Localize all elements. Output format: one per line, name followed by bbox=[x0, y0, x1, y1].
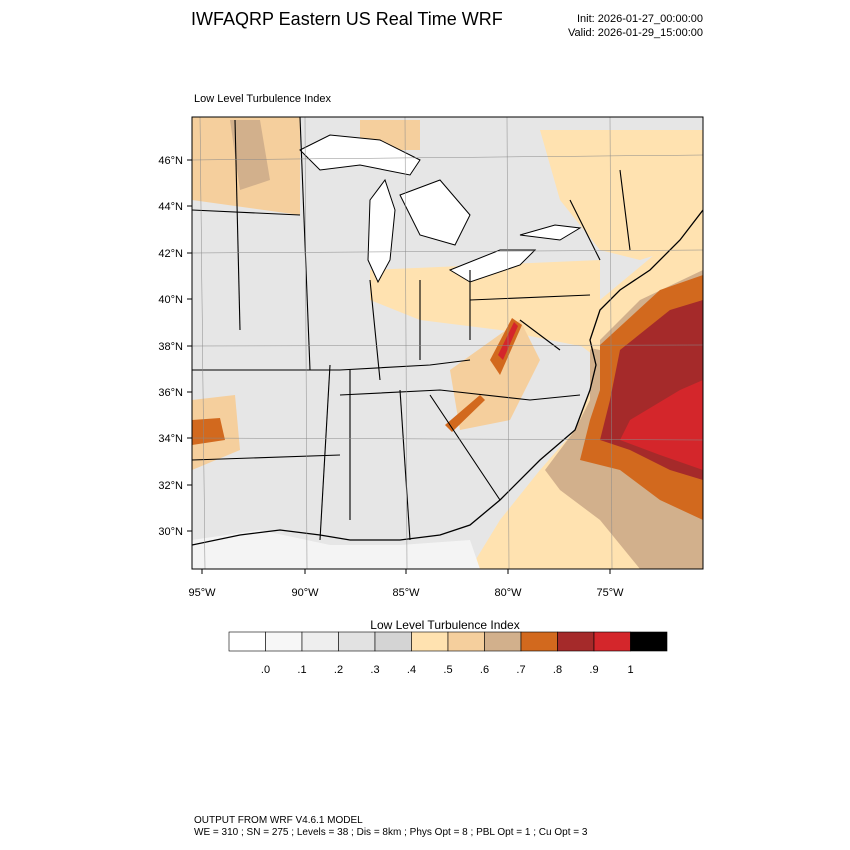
colorbar: .0 .1 .2 .3 .4 .5 .6 .7 .8 .9 1 bbox=[228, 631, 668, 676]
ocean-red-field bbox=[620, 380, 703, 470]
colorbar-swatch bbox=[484, 631, 522, 652]
ridge-south-orange bbox=[445, 395, 485, 432]
map-plot bbox=[192, 117, 703, 569]
colorbar-swatch bbox=[228, 631, 266, 652]
lat-label: 44°N bbox=[158, 201, 183, 213]
colorbar-swatch bbox=[593, 631, 631, 652]
lon-label: 90°W bbox=[291, 587, 319, 599]
map-frame bbox=[191, 116, 704, 570]
colorbar-swatch bbox=[557, 631, 595, 652]
colorbar-label: 1 bbox=[627, 664, 633, 676]
lat-label: 30°N bbox=[158, 526, 183, 538]
lake-huron bbox=[399, 179, 471, 246]
colorbar-label: .4 bbox=[407, 664, 416, 676]
patch-minnesota bbox=[230, 120, 270, 190]
patch-northeast bbox=[540, 130, 703, 260]
colorbar-swatch bbox=[520, 631, 558, 652]
lake-ontario bbox=[519, 224, 582, 241]
colorbar-swatch bbox=[630, 631, 668, 652]
patch-ohio-valley bbox=[370, 260, 600, 350]
colorbar-swatch bbox=[301, 631, 339, 652]
valid-time: Valid: 2026-01-29_15:00:00 bbox=[568, 27, 703, 39]
latitude-axis: 46°N 44°N 42°N 40°N 38°N 36°N 34°N 32°N 30°N bbox=[158, 155, 192, 538]
colorbar-label: .7 bbox=[516, 664, 525, 676]
colorbar-swatch bbox=[338, 631, 376, 652]
lat-label: 38°N bbox=[158, 341, 183, 353]
lat-label: 40°N bbox=[158, 294, 183, 306]
colorbar-label: .3 bbox=[370, 664, 379, 676]
lat-label: 42°N bbox=[158, 248, 183, 260]
lat-label: 46°N bbox=[158, 155, 183, 167]
colorbar-label: .8 bbox=[553, 664, 562, 676]
colorbar-label: .6 bbox=[480, 664, 489, 676]
lat-label: 36°N bbox=[158, 387, 183, 399]
lon-label: 75°W bbox=[596, 587, 624, 599]
graticule bbox=[192, 117, 703, 569]
colorbar-swatch bbox=[265, 631, 303, 652]
lake-superior bbox=[299, 134, 421, 176]
main-title: IWFAQRP Eastern US Real Time WRF bbox=[191, 9, 503, 29]
colorbar-label: .2 bbox=[334, 664, 343, 676]
state-borders bbox=[192, 117, 631, 541]
lake-erie bbox=[448, 249, 537, 283]
lon-label: 85°W bbox=[392, 587, 420, 599]
model-footer-line2: WE = 310 ; SN = 275 ; Levels = 38 ; Dis … bbox=[194, 827, 588, 838]
colorbar-swatch bbox=[374, 631, 412, 652]
lake-michigan bbox=[367, 178, 396, 284]
lon-label: 80°W bbox=[494, 587, 522, 599]
lon-label: 95°W bbox=[188, 587, 216, 599]
colorbar-label: .5 bbox=[443, 664, 452, 676]
lat-label: 32°N bbox=[158, 480, 183, 492]
colorbar-swatch bbox=[447, 631, 485, 652]
colorbar-label: .1 bbox=[297, 664, 306, 676]
longitude-axis: 95°W 90°W 85°W 80°W 75°W bbox=[188, 569, 624, 599]
colorbar-title: Low Level Turbulence Index bbox=[370, 618, 520, 632]
lat-label: 34°N bbox=[158, 433, 183, 445]
map-title: Low Level Turbulence Index bbox=[194, 93, 331, 105]
colorbar-label: .9 bbox=[589, 664, 598, 676]
colorbar-label: .0 bbox=[261, 664, 270, 676]
gulf-field bbox=[192, 530, 480, 569]
init-time: Init: 2026-01-27_00:00:00 bbox=[577, 13, 703, 25]
colorbar-swatch bbox=[411, 631, 449, 652]
model-footer-line1: OUTPUT FROM WRF V4.6.1 MODEL bbox=[194, 815, 363, 826]
